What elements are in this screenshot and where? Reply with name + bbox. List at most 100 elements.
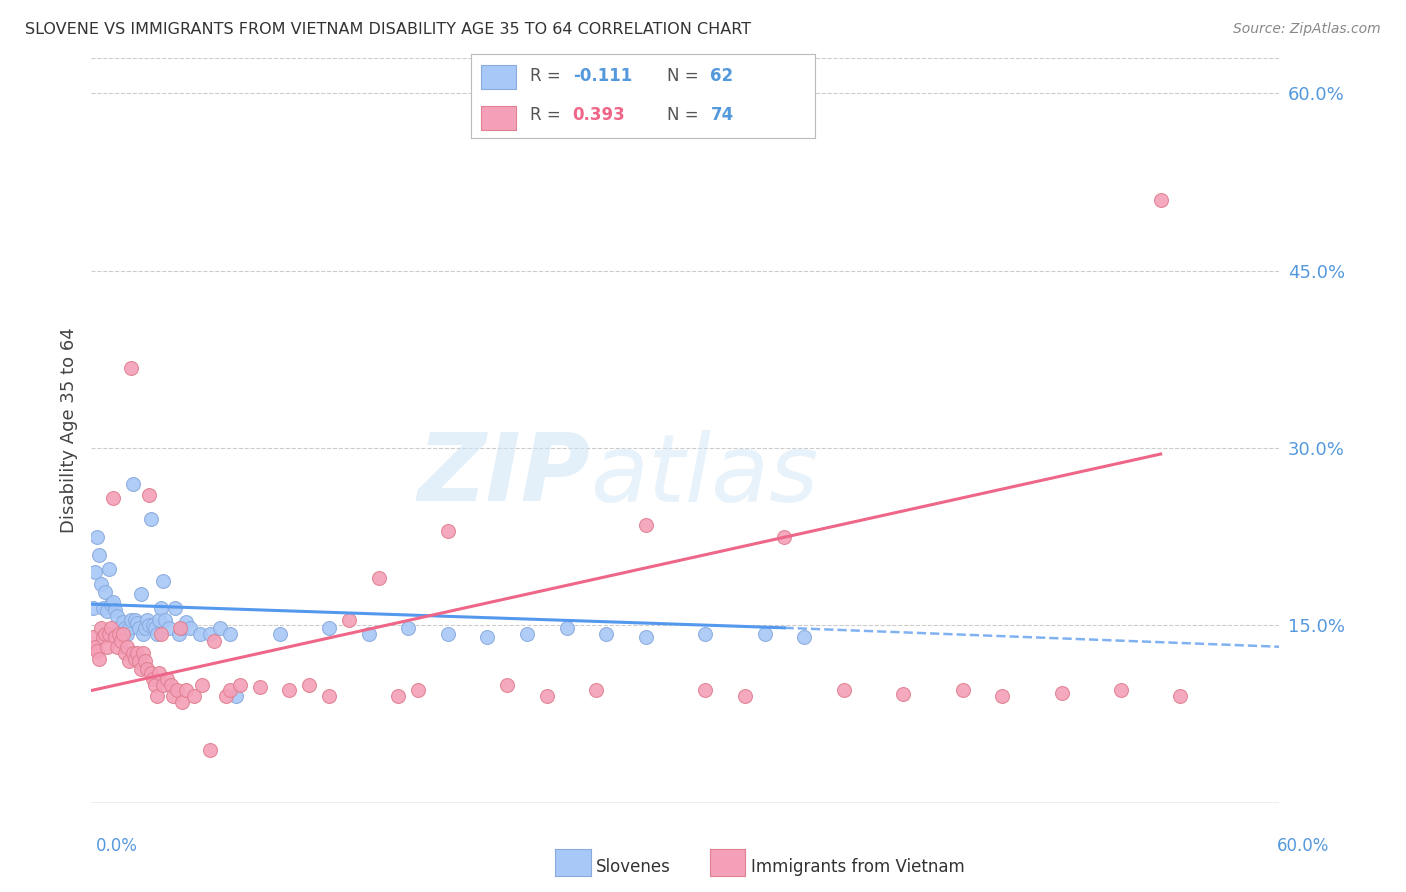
Point [991,690,1014,704]
Point [138,618,160,632]
Point [104,603,127,617]
FancyBboxPatch shape [481,65,516,89]
Point [695,626,717,640]
Point [135,613,157,627]
Text: Source: ZipAtlas.com: Source: ZipAtlas.com [1233,22,1381,37]
Point [128,654,150,668]
Point [367,571,389,585]
Point [96,604,118,618]
Point [96,640,118,654]
Point [139,512,162,526]
Point [108,621,131,635]
Text: ZIP: ZIP [418,429,591,521]
Point [219,683,242,698]
Point [98,626,121,640]
Point [634,630,657,644]
Point [337,613,360,627]
Text: N =: N = [668,68,704,86]
Point [229,677,252,691]
Point [105,640,128,654]
Point [200,626,222,640]
Point [104,630,127,644]
Point [162,690,184,704]
Point [118,621,141,635]
Point [298,677,321,691]
Point [134,654,156,668]
Point [595,626,617,640]
Point [754,626,776,640]
Point [793,630,815,644]
Point [318,621,340,635]
Point [82,600,104,615]
Point [112,615,135,629]
Point [120,613,142,627]
Point [169,621,191,635]
Point [125,616,148,631]
Point [585,683,607,698]
Text: R =: R = [530,106,565,124]
Point [477,630,499,644]
Point [952,683,974,698]
Point [176,683,198,698]
Point [101,491,124,505]
Point [536,690,558,704]
Point [188,626,211,640]
Text: R =: R = [530,68,565,86]
Point [176,615,198,629]
Text: Slovenes: Slovenes [596,858,671,876]
FancyBboxPatch shape [481,106,516,130]
Point [108,626,131,640]
Point [86,530,108,544]
Point [1109,683,1132,698]
Point [496,677,519,691]
Point [84,640,107,654]
Point [110,626,132,640]
Point [1170,690,1192,704]
Point [436,524,458,538]
Point [191,677,214,691]
Point [172,695,194,709]
Point [634,518,657,533]
Point [555,621,578,635]
Point [156,672,179,686]
Point [163,600,186,615]
Text: N =: N = [668,106,704,124]
Point [215,690,238,704]
Point [124,651,146,665]
Point [114,621,136,635]
Point [152,574,174,588]
Point [734,690,756,704]
Point [202,633,225,648]
Point [183,690,205,704]
Point [406,683,429,698]
Point [115,626,138,640]
Point [153,613,176,627]
Point [695,683,717,698]
Point [269,626,291,640]
Point [318,690,340,704]
Point [157,621,180,635]
Point [179,621,201,635]
Point [112,626,135,640]
Point [516,626,538,640]
Point [100,597,122,611]
Text: 74: 74 [710,106,734,124]
Text: atlas: atlas [591,430,818,521]
Point [98,562,121,576]
Point [832,683,855,698]
Text: 60.0%: 60.0% [1277,837,1329,855]
Point [132,626,155,640]
Text: Immigrants from Vietnam: Immigrants from Vietnam [751,858,965,876]
Point [101,595,124,609]
Point [142,672,165,686]
Point [110,633,132,648]
Point [134,621,156,635]
Point [891,687,914,701]
Point [209,621,232,635]
Point [91,630,114,644]
Point [129,662,152,676]
Point [357,626,380,640]
Point [128,621,150,635]
Point [105,609,128,624]
Point [125,646,148,660]
